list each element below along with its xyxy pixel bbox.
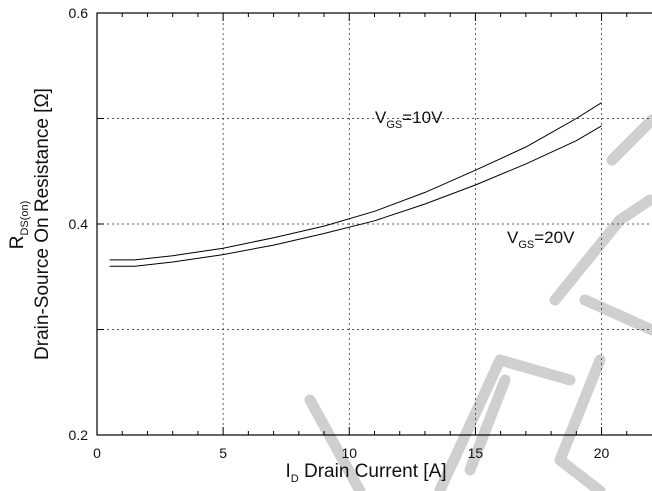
grid: [97, 13, 652, 435]
series-annotation-vgs20: VGS=20V: [507, 228, 575, 251]
x-tick-label: 0: [93, 445, 101, 461]
x-tick-label: 5: [219, 445, 227, 461]
series-line-vgs20: [109, 125, 602, 267]
series: [109, 102, 602, 267]
x-tick-label: 15: [468, 445, 484, 461]
x-axis-label: ID Drain Current [A]: [285, 461, 446, 485]
series-annotation-vgs10: VGS=10V: [375, 108, 443, 131]
x-tick-label: 20: [594, 445, 610, 461]
y-tick-label: 0.2: [69, 427, 89, 443]
y-axis-label: Drain-Source On Resistance [Ω]: [32, 88, 53, 360]
y-axis-label-symbol: RDS(on): [7, 201, 31, 250]
watermark-icon: [304, 114, 652, 491]
y-tick-label: 0.4: [69, 216, 89, 232]
axis-ticks: [97, 13, 628, 435]
series-line-vgs10: [109, 102, 602, 261]
y-tick-label: 0.6: [69, 5, 89, 21]
x-tick-label: 10: [341, 445, 357, 461]
tick-labels: 0 5 10 15 20 0.2 0.4 0.6: [69, 5, 610, 461]
